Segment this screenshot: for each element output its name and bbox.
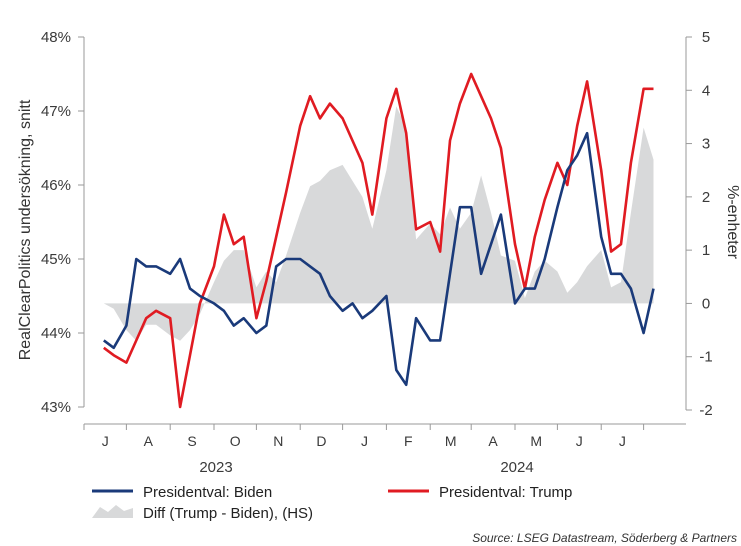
axes bbox=[78, 36, 692, 430]
x-month-label: J bbox=[619, 433, 626, 449]
y-left-tick-label: 48% bbox=[41, 29, 71, 46]
series-lines bbox=[103, 72, 655, 409]
x-month-label: J bbox=[361, 433, 368, 449]
y-right-tick-label: 4 bbox=[702, 82, 710, 99]
y-axis-right-title: %-enheter bbox=[724, 185, 741, 259]
y-left-tick-label: 45% bbox=[41, 251, 71, 268]
x-month-label: D bbox=[316, 433, 326, 449]
legend-diff-label: Diff (Trump - Biden), (HS) bbox=[143, 505, 313, 522]
year-label-2023: 2023 bbox=[199, 459, 232, 476]
y-left-tick-label: 44% bbox=[41, 325, 71, 342]
y-right-tick-label: 2 bbox=[702, 189, 710, 206]
legend: Presidentval: Biden Presidentval: Trump … bbox=[92, 484, 572, 522]
y-right-tick-label: 1 bbox=[702, 242, 710, 259]
legend-diff-swatch bbox=[92, 505, 133, 518]
x-month-label: O bbox=[230, 433, 241, 449]
x-month-label: M bbox=[445, 433, 457, 449]
y-right-tick-label: 5 bbox=[702, 29, 710, 46]
legend-trump-label: Presidentval: Trump bbox=[439, 484, 572, 501]
tick-labels: 43% 44% 45% 46% 47% 48% -2 -1 0 1 2 3 4 5 J A S O N D J F M A M J… bbox=[41, 29, 713, 449]
diff-area-layer bbox=[103, 106, 654, 341]
y-axis-left-title: RealClearPolitics undersökning, snitt bbox=[17, 99, 34, 360]
y-right-tick-label: 0 bbox=[702, 295, 710, 312]
biden-line bbox=[103, 131, 655, 387]
x-month-label: A bbox=[488, 433, 498, 449]
y-left-tick-label: 47% bbox=[41, 103, 71, 120]
x-month-label: N bbox=[273, 433, 283, 449]
y-right-tick-label: 3 bbox=[702, 136, 710, 153]
y-left-tick-label: 43% bbox=[41, 399, 71, 416]
y-right-tick-label: -1 bbox=[699, 349, 712, 366]
y-right-tick-label: -2 bbox=[699, 402, 712, 419]
x-month-label: S bbox=[187, 433, 196, 449]
source-note: Source: LSEG Datastream, Söderberg & Par… bbox=[472, 531, 737, 545]
year-label-2024: 2024 bbox=[500, 459, 533, 476]
x-month-label: F bbox=[404, 433, 413, 449]
trump-line bbox=[103, 72, 654, 409]
diff-area bbox=[103, 106, 654, 341]
x-month-label: M bbox=[530, 433, 542, 449]
y-left-tick-label: 46% bbox=[41, 177, 71, 194]
x-month-label: J bbox=[102, 433, 109, 449]
x-month-label: A bbox=[144, 433, 154, 449]
legend-biden-label: Presidentval: Biden bbox=[143, 484, 272, 501]
x-month-label: J bbox=[576, 433, 583, 449]
